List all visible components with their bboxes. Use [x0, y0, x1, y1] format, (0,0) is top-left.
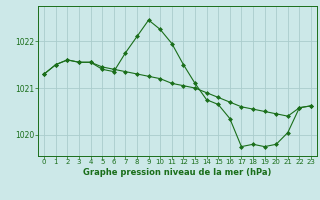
X-axis label: Graphe pression niveau de la mer (hPa): Graphe pression niveau de la mer (hPa) — [84, 168, 272, 177]
